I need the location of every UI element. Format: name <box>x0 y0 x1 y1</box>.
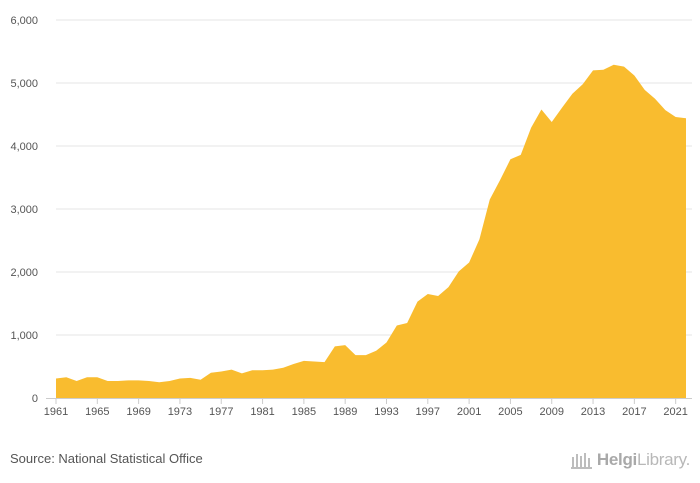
x-tick-label: 1961 <box>44 406 68 418</box>
x-tick-label: 1981 <box>250 406 274 418</box>
x-tick-label: 2001 <box>457 406 481 418</box>
logo-text: HelgiLibrary. <box>597 450 690 470</box>
x-tick-label: 2005 <box>498 406 522 418</box>
x-tick-label: 2017 <box>622 406 646 418</box>
y-tick-label: 6,000 <box>10 15 38 27</box>
y-tick-label: 0 <box>32 393 38 405</box>
x-tick-label: 1997 <box>416 406 440 418</box>
area-series <box>56 64 686 398</box>
x-tick-label: 2013 <box>581 406 605 418</box>
footer: Source: National Statistical Office Helg… <box>0 445 700 483</box>
y-tick-label: 5,000 <box>10 78 38 90</box>
x-tick-label: 2009 <box>539 406 563 418</box>
x-tick-label: 1965 <box>85 406 109 418</box>
logo-text-rest: Library. <box>636 450 690 469</box>
logo-text-bold: Helgi <box>596 450 637 469</box>
helgi-library-logo: HelgiLibrary. <box>570 447 690 473</box>
x-tick-label: 1977 <box>209 406 233 418</box>
y-axis-tick-labels: 0 1,000 2,000 3,000 4,000 5,000 6,000 <box>10 15 38 405</box>
y-tick-label: 4,000 <box>10 141 38 153</box>
area-chart: 0 1,000 2,000 3,000 4,000 5,000 6,000 1961 1965… <box>10 15 692 418</box>
source-note: Source: National Statistical Office <box>10 451 203 466</box>
x-tick-label: 1993 <box>374 406 398 418</box>
y-tick-label: 2,000 <box>10 267 38 279</box>
library-logo-icon <box>570 453 592 469</box>
y-tick-label: 3,000 <box>10 204 38 216</box>
y-tick-label: 1,000 <box>10 330 38 342</box>
x-axis-ticks: 1961 1965 1969 1973 1977 1981 1985 1989 1993 1997… <box>44 398 688 418</box>
x-tick-label: 1969 <box>126 406 150 418</box>
x-tick-label: 2021 <box>663 406 687 418</box>
x-tick-label: 1973 <box>168 406 192 418</box>
x-tick-label: 1989 <box>333 406 357 418</box>
x-tick-label: 1985 <box>292 406 316 418</box>
